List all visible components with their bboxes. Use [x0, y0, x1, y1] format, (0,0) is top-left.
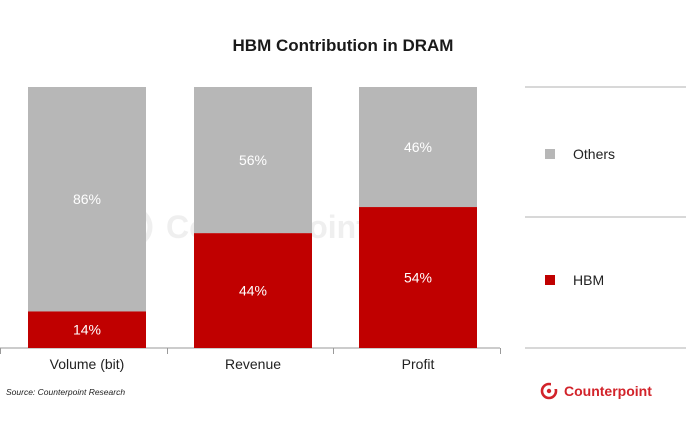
bar-hbm-2: [359, 207, 477, 348]
source-note: Source: Counterpoint Research: [6, 387, 126, 397]
data-label-hbm-2: 54%: [404, 270, 432, 286]
bar-hbm-1: [194, 233, 312, 348]
brand-name: Counterpoint: [564, 383, 652, 399]
counterpoint-logo-icon: [540, 382, 558, 400]
legend-label-hbm: HBM: [573, 272, 604, 288]
chart-title: HBM Contribution in DRAM: [232, 36, 454, 55]
legend-swatch-hbm: [545, 275, 555, 285]
bar-others-2: [359, 87, 477, 208]
x-tick-label-2: Profit: [402, 356, 435, 372]
data-label-others-2: 46%: [404, 139, 432, 155]
bar-others-0: [28, 87, 146, 312]
data-label-hbm-0: 14%: [73, 322, 101, 338]
bar-others-1: [194, 87, 312, 234]
bar-hbm-0: [28, 311, 146, 348]
x-tick-label-0: Volume (bit): [50, 356, 125, 372]
brand: Counterpoint: [540, 382, 652, 400]
data-label-others-1: 56%: [239, 152, 267, 168]
legend-swatch-others: [545, 149, 555, 159]
x-tick-label-1: Revenue: [225, 356, 281, 372]
legend-label-others: Others: [573, 146, 615, 162]
data-label-hbm-1: 44%: [239, 283, 267, 299]
data-label-others-0: 86%: [73, 191, 101, 207]
